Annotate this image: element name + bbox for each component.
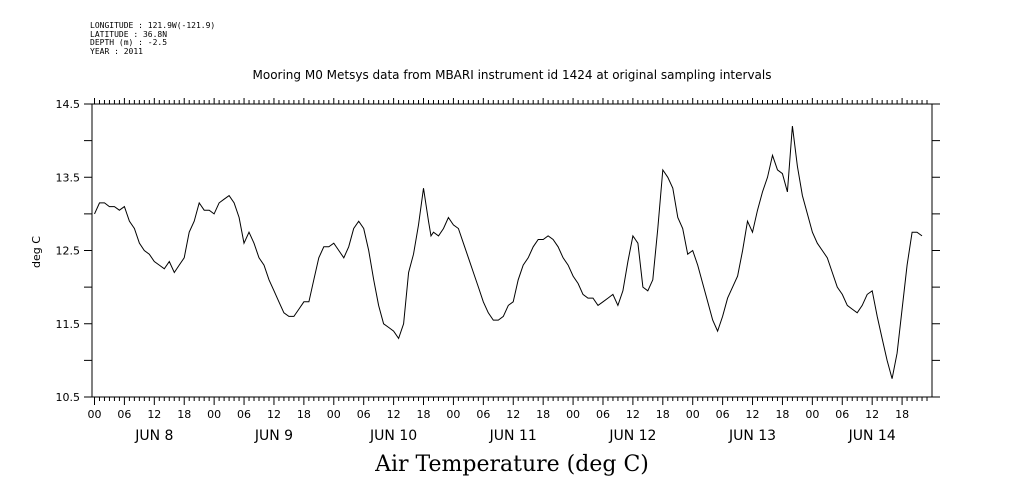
meta-year: YEAR : 2011 (90, 46, 143, 56)
x-tick-label: 12 (147, 408, 161, 421)
chart-title: Mooring M0 Metsys data from MBARI instru… (252, 68, 772, 82)
x-tick-label: 12 (865, 408, 879, 421)
x-day-label: JUN 14 (848, 428, 896, 444)
x-tick-label: 00 (805, 408, 819, 421)
y-tick-label: 10.5 (56, 391, 81, 404)
x-tick-label: 12 (387, 408, 401, 421)
x-tick-label: 06 (117, 408, 131, 421)
x-tick-label: 00 (207, 408, 221, 421)
x-day-label: JUN 13 (728, 428, 776, 444)
x-tick-label: 18 (177, 408, 191, 421)
x-tick-label: 06 (716, 408, 730, 421)
y-tick-label: 11.5 (56, 318, 81, 331)
x-tick-label: 06 (835, 408, 849, 421)
x-tick-label: 12 (506, 408, 520, 421)
x-tick-label: 18 (297, 408, 311, 421)
x-day-label: JUN 9 (254, 428, 293, 444)
x-tick-label: 18 (536, 408, 550, 421)
x-tick-label: 18 (417, 408, 431, 421)
meta-latitude: LATITUDE : 36.8N (90, 29, 168, 39)
x-tick-label: 06 (476, 408, 490, 421)
x-tick-label: 18 (656, 408, 670, 421)
meta-depth: DEPTH (m) : -2.5 (90, 38, 168, 47)
y-axis-label: deg C (30, 236, 43, 268)
y-tick-label: 13.5 (56, 171, 81, 184)
meta-longitude: LONGITUDE : 121.9W(-121.9) (90, 21, 216, 30)
metadata-block: LONGITUDE : 121.9W(-121.9) LATITUDE : 36… (90, 21, 216, 56)
x-tick-label: 00 (566, 408, 580, 421)
x-day-label: JUN 12 (608, 428, 656, 444)
x-tick-label: 06 (596, 408, 610, 421)
x-tick-label: 12 (626, 408, 640, 421)
x-tick-label: 12 (746, 408, 760, 421)
x-tick-label: 06 (357, 408, 371, 421)
x-day-label: JUN 8 (134, 428, 173, 444)
x-axis-title: Air Temperature (deg C) (375, 452, 649, 477)
x-day-label: JUN 11 (489, 428, 537, 444)
y-tick-label: 12.5 (56, 245, 81, 258)
x-tick-label: 18 (775, 408, 789, 421)
x-tick-label: 12 (267, 408, 281, 421)
x-tick-label: 06 (237, 408, 251, 421)
x-tick-label: 00 (327, 408, 341, 421)
x-day-label: JUN 10 (369, 428, 417, 444)
x-tick-label: 00 (87, 408, 101, 421)
y-tick-label: 14.5 (56, 98, 81, 111)
x-tick-label: 18 (895, 408, 909, 421)
x-tick-label: 00 (686, 408, 700, 421)
x-tick-label: 00 (446, 408, 460, 421)
plot-frame (91, 103, 933, 398)
series-line (94, 125, 923, 379)
